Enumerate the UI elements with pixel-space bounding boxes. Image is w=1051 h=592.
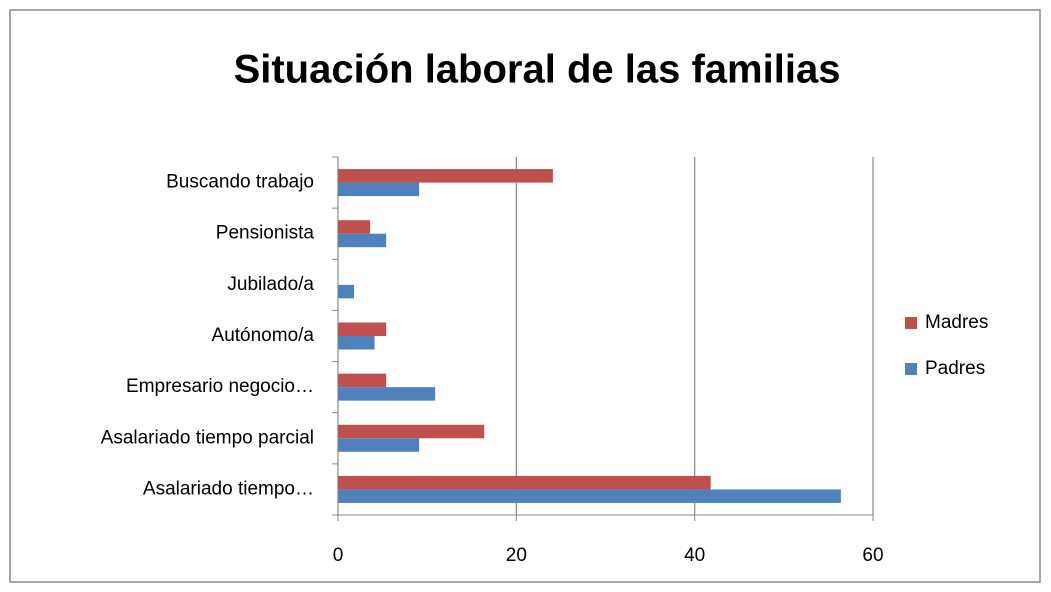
x-tick-label: 0 xyxy=(333,545,344,566)
legend-swatch xyxy=(905,363,917,375)
y-tick-label: Asalariado tiempo… xyxy=(143,478,314,499)
bar xyxy=(338,475,711,490)
x-tick-label: 40 xyxy=(684,545,705,566)
bar xyxy=(338,284,355,299)
x-tick-label: 60 xyxy=(862,545,883,566)
y-tick-label: Asalariado tiempo parcial xyxy=(101,427,314,448)
bar xyxy=(338,373,387,388)
bar xyxy=(338,438,420,452)
x-tick-label: 20 xyxy=(506,545,527,566)
bar xyxy=(338,424,485,439)
bar xyxy=(338,489,841,503)
y-tick-label: Empresario negocio… xyxy=(126,376,314,397)
bar xyxy=(338,182,420,197)
bar xyxy=(338,220,371,234)
y-tick-label: Jubilado/a xyxy=(227,274,314,295)
legend-swatch xyxy=(905,317,917,329)
legend-label: Padres xyxy=(925,358,985,379)
legend-label: Madres xyxy=(925,312,988,333)
y-tick-label: Buscando trabajo xyxy=(166,172,314,193)
bar xyxy=(338,387,436,401)
chart-title: Situación laboral de las familias xyxy=(234,48,841,92)
bar xyxy=(338,233,387,248)
bar xyxy=(338,336,375,350)
y-tick-label: Pensionista xyxy=(216,223,315,244)
y-tick-label: Autónomo/a xyxy=(212,325,315,346)
bar xyxy=(338,322,387,336)
bar xyxy=(338,169,553,183)
